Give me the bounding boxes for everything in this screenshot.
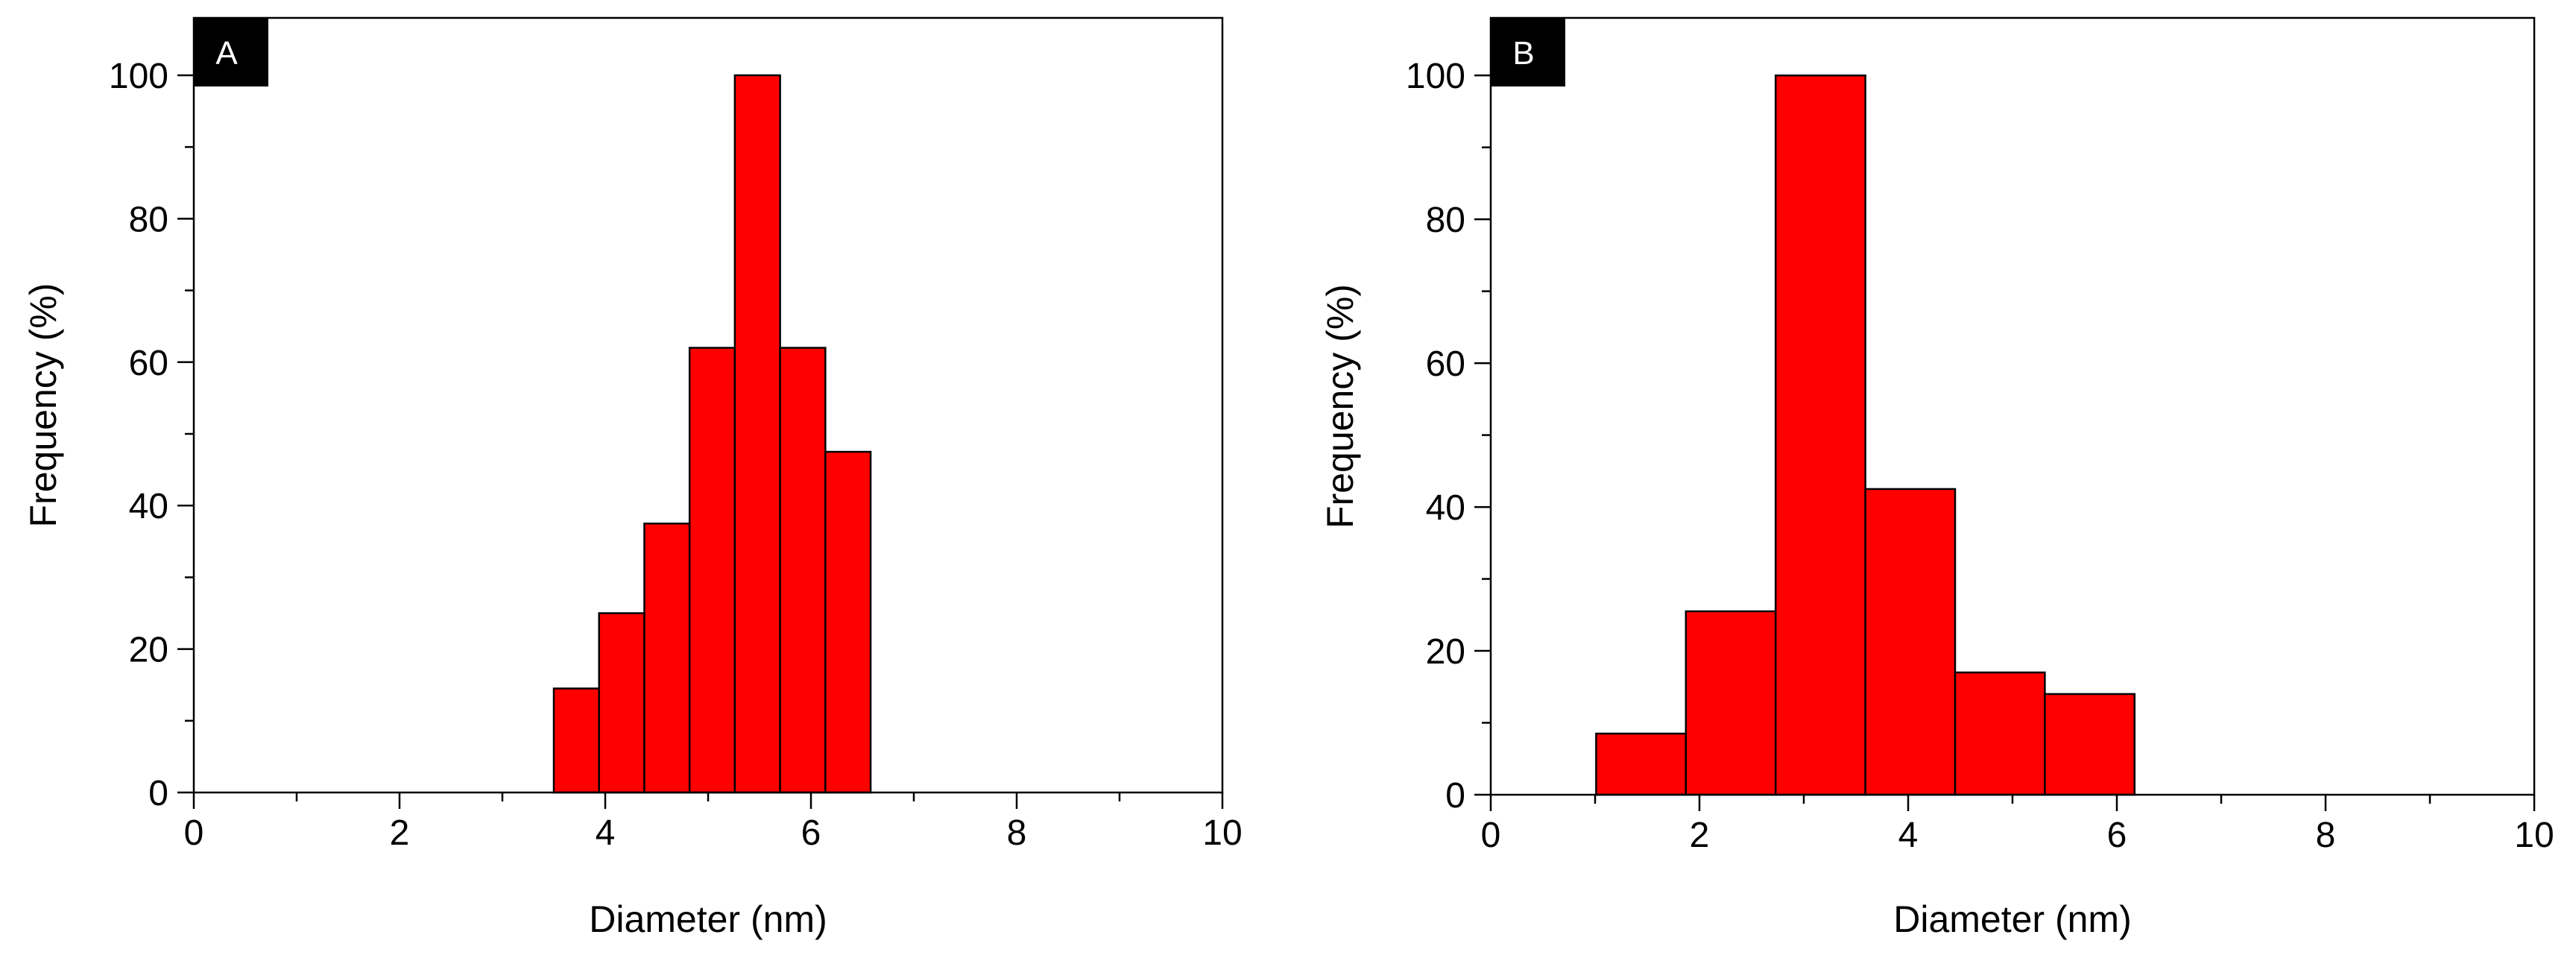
panel-label: A xyxy=(215,35,238,72)
bar xyxy=(824,450,872,794)
bar xyxy=(779,347,827,794)
bar xyxy=(1685,610,1777,796)
y-tick-label: 40 xyxy=(1426,488,1465,528)
y-axis-title: Frequency (%) xyxy=(22,283,64,528)
panel-label-badge xyxy=(194,18,268,86)
y-tick-label: 80 xyxy=(1426,201,1465,240)
y-tick-label: 40 xyxy=(129,487,168,526)
y-tick-label: 80 xyxy=(129,200,168,239)
bar xyxy=(1864,488,1957,796)
panel-label: B xyxy=(1512,35,1534,72)
y-axis-title: Frequency (%) xyxy=(1319,284,1361,529)
y-tick-label: 20 xyxy=(129,631,168,670)
x-tick-label: 6 xyxy=(801,813,821,853)
x-tick-label: 8 xyxy=(1007,813,1027,853)
y-tick-label: 0 xyxy=(148,774,168,813)
bar xyxy=(643,522,691,794)
x-tick-label: 10 xyxy=(1202,813,1242,853)
y-tick-label: 100 xyxy=(109,57,168,96)
bar xyxy=(1774,74,1866,796)
bar xyxy=(598,612,645,794)
bar xyxy=(688,347,736,794)
bar xyxy=(733,74,781,794)
y-tick-label: 0 xyxy=(1445,776,1465,816)
x-tick-label: 0 xyxy=(1481,816,1501,855)
x-tick-label: 4 xyxy=(596,813,616,853)
x-tick-label: 10 xyxy=(2514,816,2554,855)
x-axis-title: Diameter (nm) xyxy=(1893,898,2131,940)
bar xyxy=(1595,732,1688,796)
bar xyxy=(552,687,600,794)
y-tick-label: 100 xyxy=(1406,57,1465,96)
x-axis-title: Diameter (nm) xyxy=(589,898,827,940)
y-tick-label: 60 xyxy=(1426,344,1465,384)
x-tick-label: 8 xyxy=(2316,816,2336,855)
x-tick-label: 0 xyxy=(184,813,204,853)
panel-label-badge xyxy=(1491,18,1565,86)
y-tick-label: 20 xyxy=(1426,632,1465,672)
bar xyxy=(1954,671,2046,796)
x-tick-label: 6 xyxy=(2107,816,2127,855)
x-tick-label: 2 xyxy=(390,813,410,853)
bar xyxy=(2044,693,2136,796)
x-tick-label: 4 xyxy=(1898,816,1919,855)
y-tick-label: 60 xyxy=(129,344,168,383)
x-tick-label: 2 xyxy=(1690,816,1710,855)
